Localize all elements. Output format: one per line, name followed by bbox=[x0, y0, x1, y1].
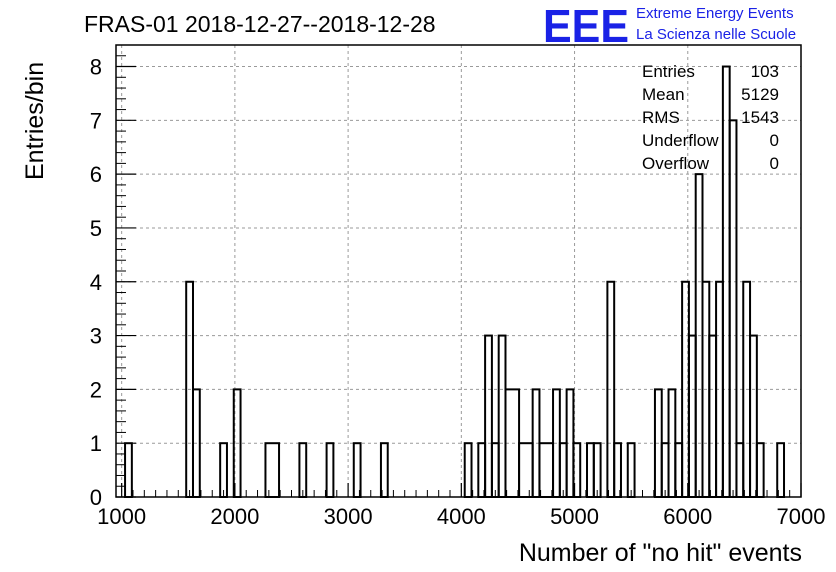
axes: 1000 2000 3000 4000 5000 6000 7000 0 1 2 3 4 5 6 7 8 bbox=[90, 44, 826, 529]
histogram-bin bbox=[558, 442, 568, 499]
chart-title: FRAS-01 2018-12-27--2018-12-28 bbox=[84, 11, 436, 37]
plot-frame bbox=[115, 44, 802, 498]
stat-value: 1543 bbox=[741, 108, 779, 127]
histogram-bin bbox=[298, 442, 308, 499]
histogram-bin bbox=[264, 442, 281, 499]
y-tick-label: 7 bbox=[90, 108, 102, 133]
x-tick-label: 6000 bbox=[663, 504, 712, 529]
histogram-bin bbox=[626, 442, 636, 499]
histogram-bin bbox=[538, 442, 555, 499]
histogram-bin bbox=[613, 442, 622, 499]
stat-value: 103 bbox=[751, 62, 779, 81]
y-tick-label: 6 bbox=[90, 162, 102, 187]
stat-label: Mean bbox=[642, 85, 685, 104]
histogram-bin bbox=[490, 442, 500, 499]
x-tick-label: 1000 bbox=[97, 504, 146, 529]
stat-value: 0 bbox=[770, 154, 779, 173]
y-tick-label: 4 bbox=[90, 270, 102, 295]
stat-value: 0 bbox=[770, 131, 779, 150]
histogram-bin bbox=[749, 334, 758, 499]
x-tick-label: 3000 bbox=[324, 504, 373, 529]
logo-line-1: Extreme Energy Events bbox=[636, 5, 794, 22]
histogram-bin bbox=[463, 442, 473, 499]
x-tick-label: 5000 bbox=[550, 504, 599, 529]
logo-mark: EEE bbox=[543, 0, 629, 52]
histogram-bin bbox=[352, 442, 362, 499]
histogram-bin bbox=[497, 334, 507, 499]
eee-logo: EEE Extreme Energy Events La Scienza nel… bbox=[543, 0, 796, 52]
x-axis-label: Number of "no hit" events bbox=[519, 539, 802, 567]
histogram-bin bbox=[325, 442, 335, 499]
y-tick-label: 0 bbox=[90, 485, 102, 510]
stats-box: Entries 103 Mean 5129 RMS 1543 Underflow 0 Overf… bbox=[642, 62, 779, 173]
histogram-bin bbox=[735, 442, 745, 499]
y-tick-label: 2 bbox=[90, 377, 102, 402]
histogram-bin bbox=[518, 442, 534, 499]
histogram-bin bbox=[592, 442, 602, 499]
histogram-bin bbox=[660, 442, 670, 499]
histogram-bin bbox=[708, 334, 718, 499]
histogram-bin bbox=[477, 442, 487, 499]
x-tick-label: 7000 bbox=[777, 504, 826, 529]
y-tick-label: 8 bbox=[90, 55, 102, 80]
histogram-bin bbox=[776, 442, 786, 499]
histogram-bin bbox=[586, 442, 595, 499]
histogram bbox=[124, 65, 786, 499]
histogram-bin bbox=[484, 334, 493, 499]
y-tick-label: 1 bbox=[90, 431, 102, 456]
y-axis-label: Entries/bin bbox=[21, 62, 49, 180]
histogram-bin bbox=[674, 442, 684, 499]
stat-label: Overflow bbox=[642, 154, 710, 173]
stat-label: Entries bbox=[642, 62, 695, 81]
histogram-bin bbox=[379, 442, 389, 499]
x-tick-label: 4000 bbox=[437, 504, 486, 529]
histogram-bin bbox=[755, 442, 765, 499]
stat-label: RMS bbox=[642, 108, 680, 127]
histogram-bin bbox=[728, 119, 738, 498]
x-tick-label: 2000 bbox=[210, 504, 259, 529]
histogram-bin bbox=[219, 442, 228, 499]
y-tick-label: 5 bbox=[90, 216, 102, 241]
stat-label: Underflow bbox=[642, 131, 719, 150]
stat-value: 5129 bbox=[741, 85, 779, 104]
grid bbox=[116, 45, 802, 497]
histogram-bin bbox=[687, 334, 697, 499]
logo-line-2: La Scienza nelle Scuole bbox=[636, 26, 796, 43]
histogram-bin bbox=[124, 442, 133, 499]
y-tick-label: 3 bbox=[90, 324, 102, 349]
